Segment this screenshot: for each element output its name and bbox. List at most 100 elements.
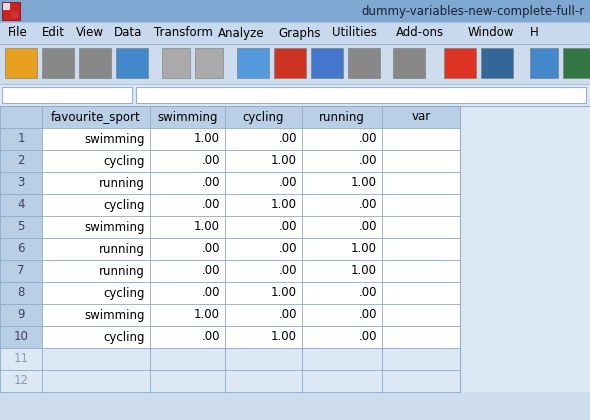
Bar — [460, 106, 590, 392]
Text: favourite_sport: favourite_sport — [51, 110, 141, 123]
Text: 1.00: 1.00 — [351, 265, 377, 278]
Bar — [0, 194, 42, 216]
Text: .00: .00 — [359, 309, 377, 321]
Text: 8: 8 — [17, 286, 25, 299]
Text: Add-ons: Add-ons — [396, 26, 444, 39]
Text: .00: .00 — [202, 286, 220, 299]
Bar — [162, 48, 190, 78]
Text: 1.00: 1.00 — [351, 176, 377, 189]
Bar — [3, 3, 10, 10]
Bar — [42, 48, 74, 78]
Bar — [0, 348, 42, 370]
Bar — [195, 48, 223, 78]
Text: running: running — [99, 176, 145, 189]
Text: 11: 11 — [14, 352, 28, 365]
Text: 1.00: 1.00 — [351, 242, 377, 255]
Bar — [5, 48, 37, 78]
Bar — [42, 260, 460, 282]
Text: Window: Window — [468, 26, 514, 39]
Text: File: File — [8, 26, 28, 39]
Text: .00: .00 — [202, 331, 220, 344]
Text: .00: .00 — [202, 242, 220, 255]
Text: .00: .00 — [278, 309, 297, 321]
Bar — [2, 87, 132, 103]
Text: 1.00: 1.00 — [194, 220, 220, 234]
Text: .00: .00 — [278, 132, 297, 145]
Bar — [393, 48, 425, 78]
Text: running: running — [319, 110, 365, 123]
Text: 1.00: 1.00 — [271, 155, 297, 168]
Bar — [42, 194, 460, 216]
Text: 6: 6 — [17, 242, 25, 255]
Text: View: View — [76, 26, 104, 39]
Text: 1.00: 1.00 — [194, 309, 220, 321]
Text: 12: 12 — [14, 375, 28, 388]
Bar — [42, 150, 460, 172]
Text: .00: .00 — [359, 286, 377, 299]
Bar — [42, 172, 460, 194]
Text: Analyze: Analyze — [218, 26, 265, 39]
Bar — [311, 48, 343, 78]
Text: 1.00: 1.00 — [271, 331, 297, 344]
Text: 1.00: 1.00 — [271, 199, 297, 212]
Text: cycling: cycling — [103, 286, 145, 299]
Bar — [136, 87, 586, 103]
Bar — [348, 48, 380, 78]
Bar — [42, 370, 460, 392]
Text: Data: Data — [114, 26, 142, 39]
Bar — [0, 22, 590, 44]
Bar — [0, 128, 42, 150]
Text: 5: 5 — [17, 220, 25, 234]
Bar — [530, 48, 558, 78]
Text: var: var — [411, 110, 431, 123]
Bar — [42, 282, 460, 304]
Text: swimming: swimming — [84, 132, 145, 145]
Text: cycling: cycling — [103, 331, 145, 344]
Text: .00: .00 — [202, 155, 220, 168]
Bar — [42, 238, 460, 260]
Bar — [563, 48, 590, 78]
Bar — [0, 0, 590, 22]
Bar — [481, 48, 513, 78]
Text: running: running — [99, 265, 145, 278]
Bar — [0, 304, 42, 326]
Text: 1: 1 — [17, 132, 25, 145]
Text: .00: .00 — [278, 265, 297, 278]
Text: cycling: cycling — [103, 155, 145, 168]
Text: .00: .00 — [278, 176, 297, 189]
Bar — [0, 392, 590, 420]
Bar — [42, 128, 460, 150]
Text: Edit: Edit — [42, 26, 65, 39]
Bar — [444, 48, 476, 78]
Text: swimming: swimming — [158, 110, 218, 123]
Text: dummy-variables-new-complete-full-r: dummy-variables-new-complete-full-r — [362, 5, 585, 18]
Bar — [0, 44, 590, 84]
Text: 4: 4 — [17, 199, 25, 212]
Text: .00: .00 — [359, 220, 377, 234]
Text: .00: .00 — [202, 265, 220, 278]
Bar — [42, 326, 460, 348]
Bar — [274, 48, 306, 78]
Bar — [42, 216, 460, 238]
Text: .00: .00 — [278, 220, 297, 234]
Text: swimming: swimming — [84, 309, 145, 321]
Bar — [2, 2, 20, 20]
Bar — [42, 348, 460, 370]
Bar — [0, 106, 590, 128]
Bar — [0, 172, 42, 194]
Text: .00: .00 — [359, 155, 377, 168]
Bar — [0, 282, 42, 304]
Text: 10: 10 — [14, 331, 28, 344]
Bar — [237, 48, 269, 78]
Text: .00: .00 — [359, 132, 377, 145]
Text: 7: 7 — [17, 265, 25, 278]
Text: cycling: cycling — [103, 199, 145, 212]
Text: swimming: swimming — [84, 220, 145, 234]
Bar — [0, 84, 590, 106]
Bar — [0, 370, 42, 392]
Bar — [0, 260, 42, 282]
Bar — [116, 48, 148, 78]
Text: .00: .00 — [278, 242, 297, 255]
Bar — [42, 304, 460, 326]
Text: cycling: cycling — [242, 110, 284, 123]
